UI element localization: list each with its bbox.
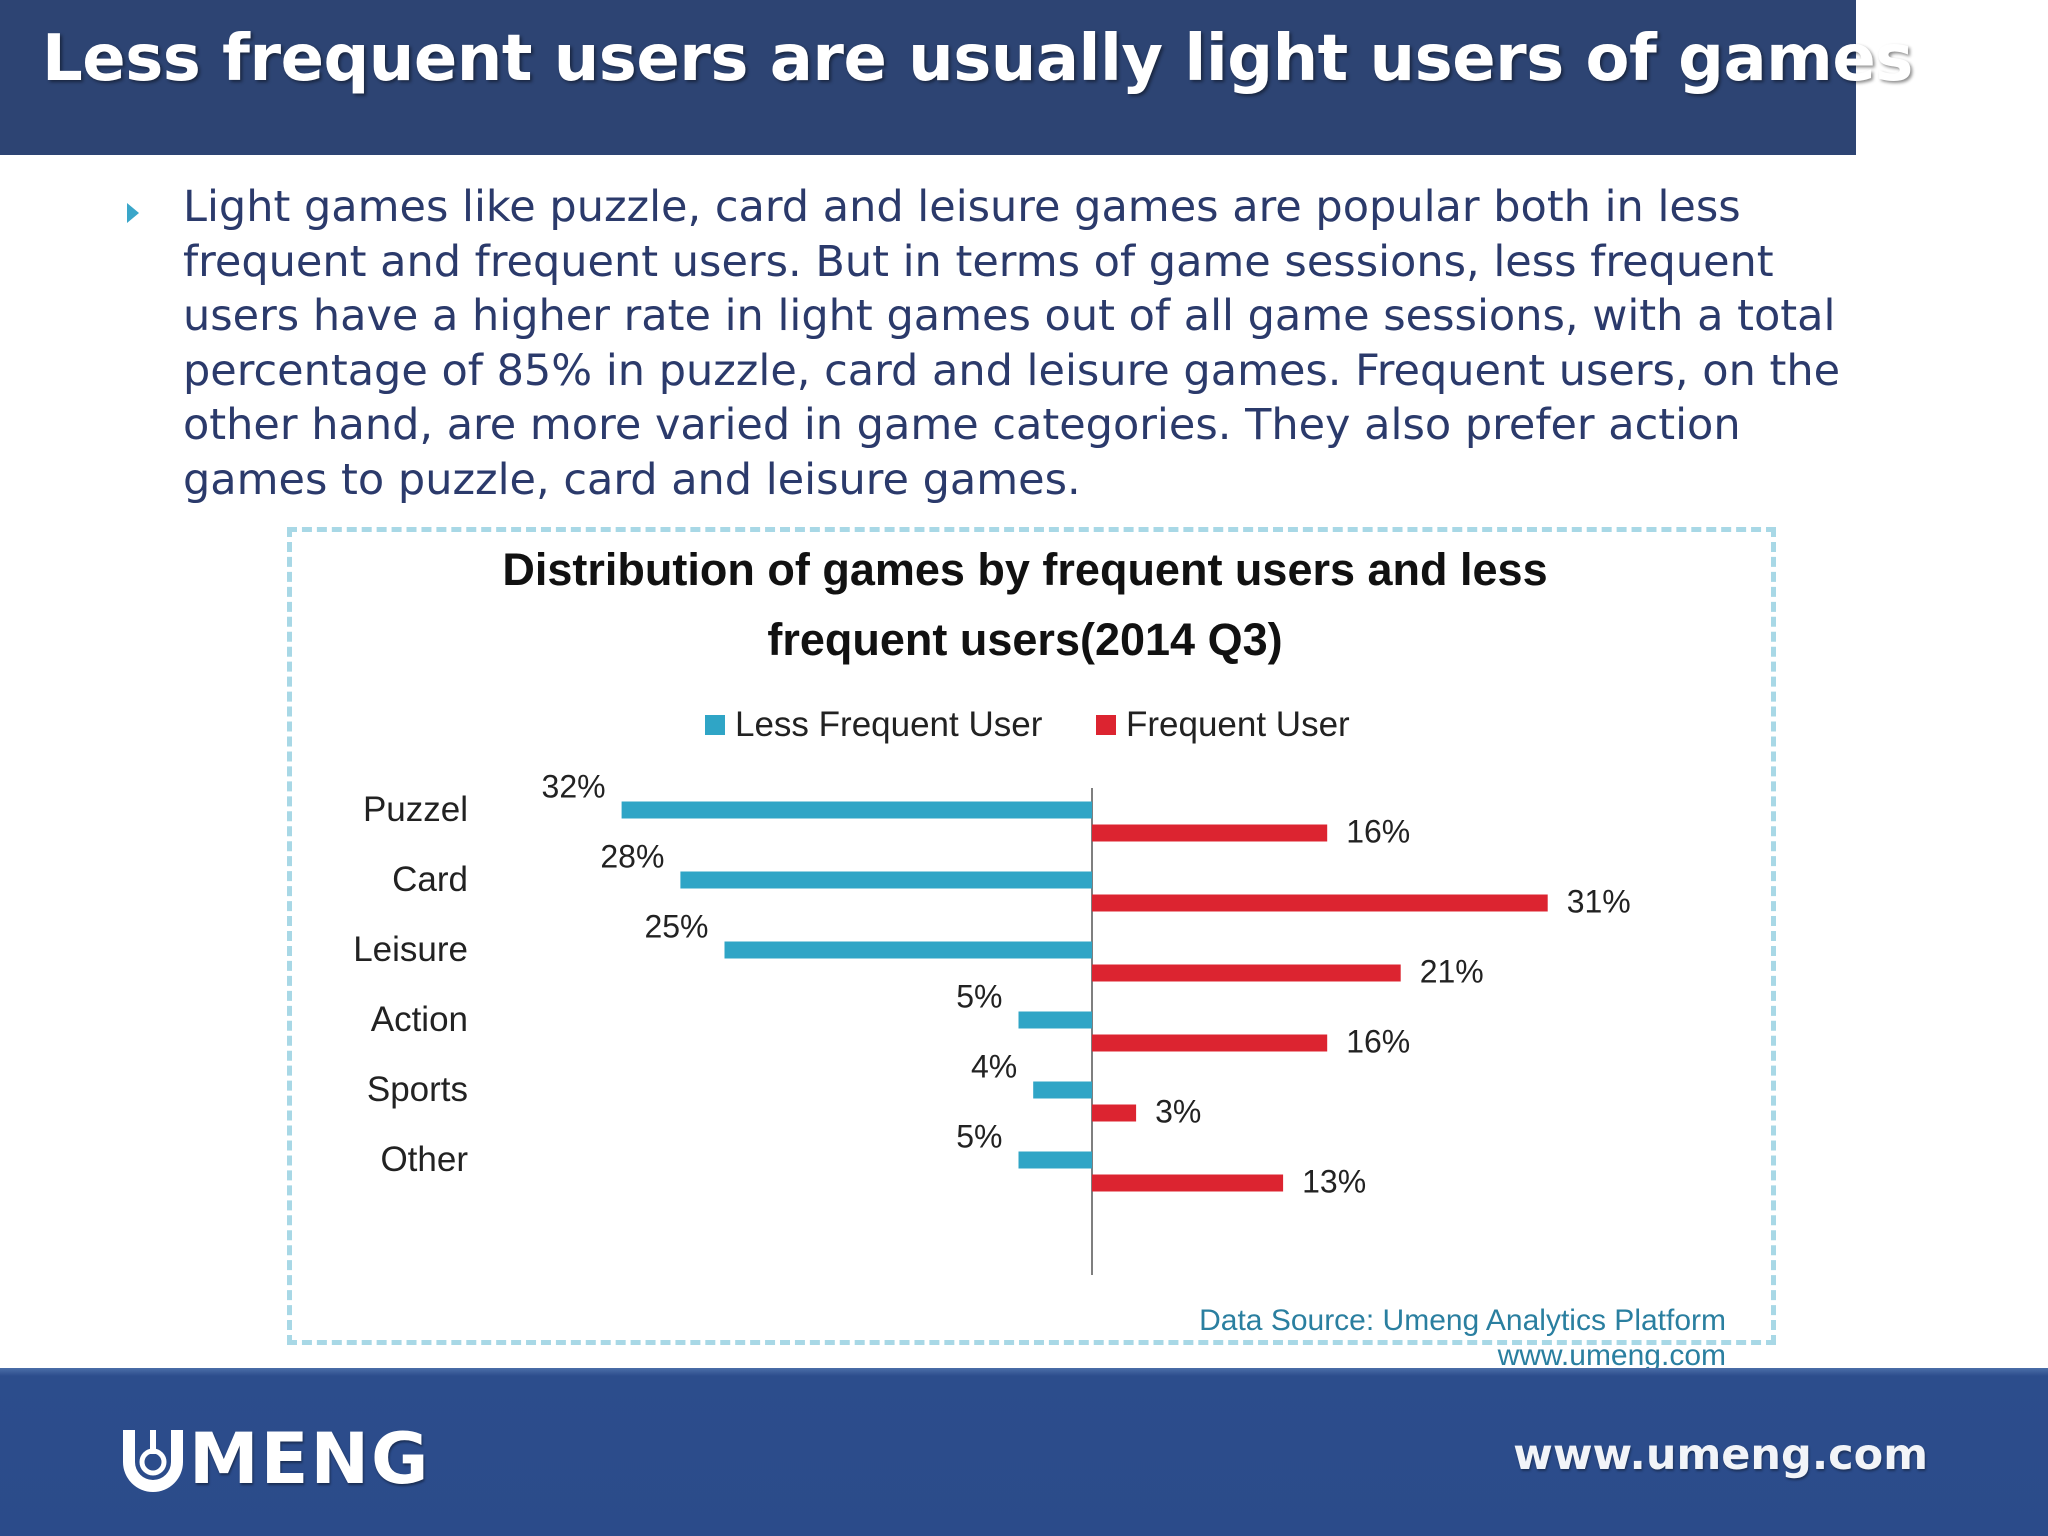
legend-label-frequent: Frequent User <box>1126 705 1350 744</box>
category-label-other: Other <box>380 1140 468 1179</box>
data-source-url: www.umeng.com <box>1497 1339 1726 1372</box>
page-title: Less frequent users are usually light us… <box>42 22 1913 96</box>
umeng-logo: MENG <box>117 1424 431 1494</box>
bar-frequent-other <box>1092 1174 1284 1192</box>
bar-frequent-leisure <box>1092 964 1401 982</box>
data-label-less-frequent-leisure: 25% <box>644 909 708 945</box>
bar-less-frequent-card <box>680 871 1092 889</box>
bar-less-frequent-leisure <box>724 941 1092 959</box>
data-label-less-frequent-action: 5% <box>956 979 1002 1015</box>
category-label-action: Action <box>371 1000 468 1039</box>
category-label-puzzel: Puzzel <box>363 790 468 829</box>
category-label-leisure: Leisure <box>353 930 468 969</box>
data-label-frequent-sports: 3% <box>1155 1094 1201 1130</box>
bullet-text: Light games like puzzle, card and leisur… <box>183 182 1841 505</box>
chart-title: Distribution of games by frequent users … <box>502 544 1548 665</box>
data-label-frequent-action: 16% <box>1346 1024 1410 1060</box>
data-source-note: Data Source: Umeng Analytics Platform ww… <box>1199 1303 1726 1373</box>
data-label-frequent-puzzel: 16% <box>1346 814 1410 850</box>
legend-swatch-less-frequent <box>705 715 725 735</box>
footer-url[interactable]: www.umeng.com <box>1513 1430 1928 1480</box>
legend-item-frequent: Frequent User <box>1096 705 1350 745</box>
bar-less-frequent-sports <box>1033 1081 1092 1099</box>
chart-frame <box>287 527 1776 1345</box>
bar-less-frequent-action <box>1018 1011 1092 1029</box>
bar-frequent-puzzel <box>1092 824 1328 842</box>
bar-less-frequent-puzzel <box>621 801 1092 819</box>
data-label-less-frequent-puzzel: 32% <box>542 769 606 805</box>
category-label-card: Card <box>392 860 468 899</box>
bar-frequent-sports <box>1092 1104 1137 1122</box>
data-label-frequent-card: 31% <box>1567 884 1631 920</box>
bar-less-frequent-other <box>1018 1151 1092 1169</box>
footer-band <box>0 1368 2048 1536</box>
category-label-sports: Sports <box>367 1070 468 1109</box>
data-label-frequent-leisure: 21% <box>1420 954 1484 990</box>
header-band <box>0 0 1856 155</box>
legend-swatch-frequent <box>1096 715 1116 735</box>
bullet-arrow-icon <box>127 203 139 223</box>
data-source-line: Data Source: Umeng Analytics Platform <box>1199 1304 1726 1337</box>
umeng-u-icon <box>123 1430 183 1492</box>
bar-frequent-card <box>1092 894 1548 912</box>
data-label-less-frequent-card: 28% <box>600 839 664 875</box>
legend-label-less-frequent: Less Frequent User <box>735 705 1043 744</box>
data-label-less-frequent-other: 5% <box>956 1119 1002 1155</box>
umeng-logo-text: MENG <box>189 1418 431 1500</box>
data-label-frequent-other: 13% <box>1302 1164 1366 1200</box>
bar-frequent-action <box>1092 1034 1328 1052</box>
data-label-less-frequent-sports: 4% <box>971 1049 1017 1085</box>
legend-item-less-frequent: Less Frequent User <box>705 705 1042 745</box>
